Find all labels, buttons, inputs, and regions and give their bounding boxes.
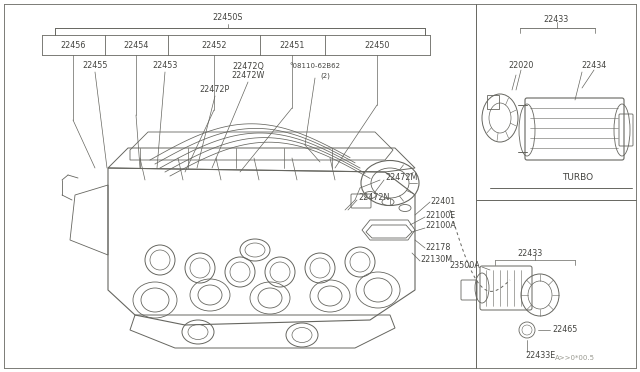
- Text: 22433E: 22433E: [525, 350, 556, 359]
- Text: 22434: 22434: [581, 61, 607, 70]
- Text: °08110-62B62: °08110-62B62: [289, 63, 340, 69]
- Text: 22178: 22178: [425, 243, 451, 251]
- Text: 22451: 22451: [279, 41, 305, 49]
- Text: 22130M: 22130M: [420, 256, 452, 264]
- Text: 22472M: 22472M: [385, 173, 417, 183]
- Text: A>>0*00.5: A>>0*00.5: [555, 355, 595, 361]
- Text: 22401: 22401: [430, 198, 455, 206]
- Text: 22472W: 22472W: [231, 71, 265, 80]
- Text: 22472Q: 22472Q: [232, 61, 264, 71]
- Text: 22454: 22454: [124, 41, 148, 49]
- Text: 22472N: 22472N: [358, 193, 389, 202]
- Text: TURBO: TURBO: [562, 173, 593, 183]
- Text: 22100E: 22100E: [425, 211, 455, 219]
- Text: (2): (2): [320, 73, 330, 79]
- Text: 22450S: 22450S: [212, 13, 243, 22]
- Text: 23500A: 23500A: [449, 260, 480, 269]
- Text: 22472P: 22472P: [200, 86, 230, 94]
- Text: 22453: 22453: [152, 61, 178, 71]
- Text: 22020: 22020: [508, 61, 534, 70]
- Text: 22433: 22433: [517, 250, 543, 259]
- Text: 22456: 22456: [60, 41, 86, 49]
- Text: 22452: 22452: [201, 41, 227, 49]
- Text: 22450: 22450: [364, 41, 390, 49]
- Text: 22100A: 22100A: [425, 221, 456, 231]
- Text: 22433: 22433: [543, 16, 568, 25]
- Text: 22455: 22455: [83, 61, 108, 71]
- Text: 22465: 22465: [552, 326, 577, 334]
